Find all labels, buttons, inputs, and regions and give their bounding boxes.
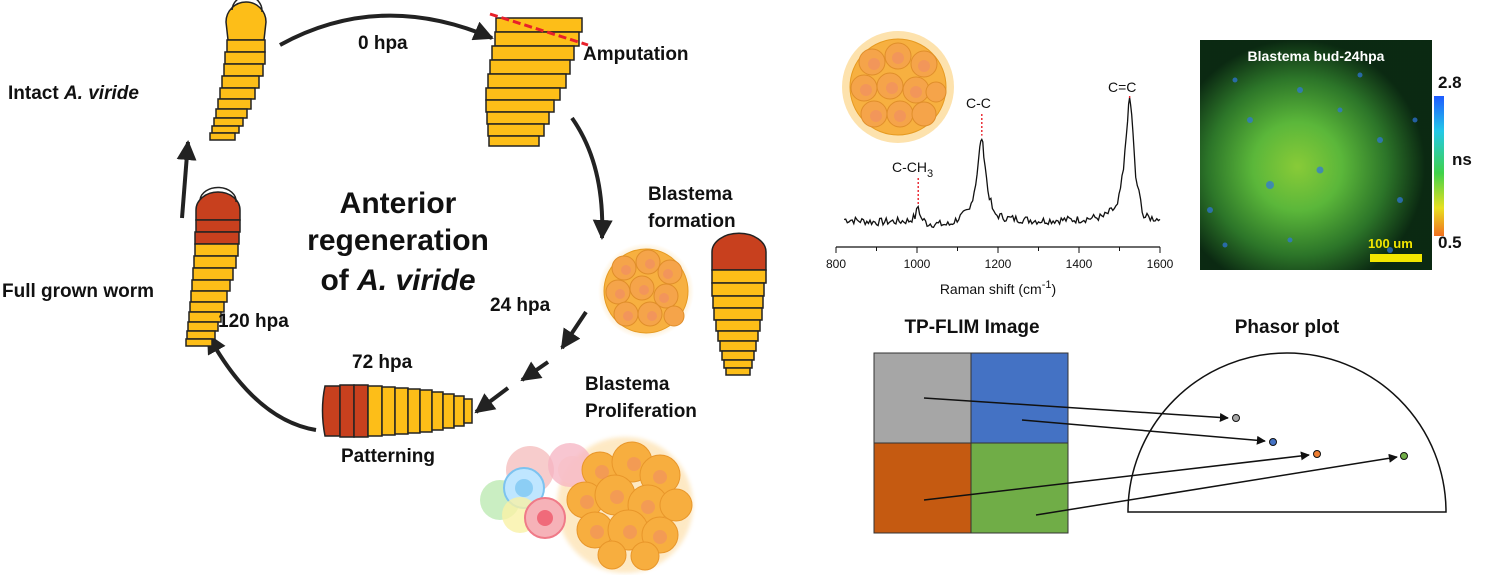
raman-tick-label: 1600 [1147,257,1174,271]
tpflim-title: TP-FLIM Image [904,317,1039,338]
blastema-cluster [598,243,694,339]
label-intact: Intact A. viride [8,83,139,104]
blastema-worm [711,232,767,376]
colorbar-max: 2.8 [1438,73,1462,92]
regeneration-cycle: Anterior regeneration of A. viride 0 hpa… [2,0,767,573]
raman-tick-label: 1200 [985,257,1012,271]
raman-xlabel: Raman shift (cm-1) [940,279,1056,297]
mapping-arrow-blue [1021,419,1266,445]
phasor-semicircle [1127,352,1447,513]
arrow-amputation-to-blastema [570,116,613,240]
arrow-patterning-to-full-grown [206,333,317,432]
phasor-point-gray [1232,414,1240,422]
label-blastema-formation-1: Blastema [648,184,733,205]
raman-ticks: 800 1000 1200 1400 1600 [826,247,1174,271]
label-full-grown: Full grown worm [2,281,154,302]
mapping-arrow-orange [923,451,1310,501]
colorbar-min: 0.5 [1438,233,1462,252]
label-blastema-formation-2: formation [648,211,736,232]
flim-colorbar [1434,96,1444,236]
center-title-line2: regeneration [307,224,489,257]
raman-spectrum-line [843,97,1161,229]
label-amputation: Amputation [583,44,689,65]
label-0hpa: 0 hpa [358,33,408,54]
patterning-worm [321,384,473,438]
phasor-point-green [1400,452,1408,460]
label-24hpa: 24 hpa [490,295,551,316]
flim-image-title: Blastema bud-24hpa [1248,48,1385,64]
tpflim-panel: TP-FLIM Image Phasor plot [873,317,1447,534]
raman-cell-cluster [842,31,954,143]
label-patterning: Patterning [341,446,435,467]
center-title-line1: Anterior [340,187,457,220]
tpflim-quadrant-green [971,443,1068,533]
flim-scalebar [1370,254,1422,262]
raman-tick-label: 800 [826,257,846,271]
arrow-proliferation-to-patterning [474,386,510,414]
label-120hpa: 120 hpa [218,311,289,332]
arrow-intact-to-amputation [279,13,494,47]
tpflim-quadrant-orange [874,443,971,533]
phasor-point-blue [1269,438,1277,446]
flim-micrograph: Blastema bud-24hpa 100 um 2.8 ns 0.5 [1200,40,1472,270]
mapping-arrow-green [1035,453,1398,516]
phasor-point-orange [1313,450,1321,458]
full-grown-worm [185,186,241,347]
raman-tick-label: 1400 [1066,257,1093,271]
raman-peak-markers [917,96,1131,205]
flim-scalebar-label: 100 um [1368,236,1413,251]
label-blastema-proliferation-1: Blastema [585,374,670,395]
colorbar-unit: ns [1452,150,1472,169]
center-title-line3: of A. viride [320,264,475,297]
raman-panel: 800 1000 1200 1400 1600 C-CH3 C-C C=C Raman … [826,31,1174,297]
arrow-full-grown-to-intact [176,140,197,219]
tpflim-quadrant-blue [971,353,1068,443]
amputated-worm [485,12,589,147]
mapping-arrow-gray [923,397,1229,422]
raman-peak-c-eq-c: C=C [1108,79,1136,95]
raman-peak-cc: C-C [966,95,991,111]
arrow-proliferation-to-patterning-lower [520,360,550,382]
raman-tick-label: 1000 [904,257,931,271]
intact-worm [209,0,267,141]
phasor-title: Phasor plot [1235,317,1340,338]
amputation-line [489,12,589,47]
tpflim-quadrant-gray [874,353,971,443]
proliferation-cells [480,437,693,573]
label-blastema-proliferation-2: Proliferation [585,401,697,422]
label-72hpa: 72 hpa [352,352,413,373]
raman-peak-ch3: C-CH3 [892,159,933,180]
arrow-blastema-to-proliferation-upper [560,310,588,350]
